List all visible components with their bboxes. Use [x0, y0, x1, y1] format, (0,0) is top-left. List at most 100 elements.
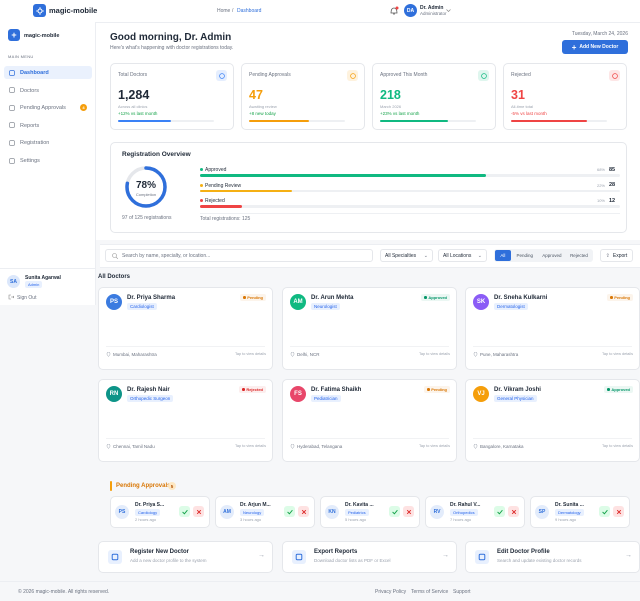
approve-button[interactable] — [389, 506, 400, 517]
greeting-subtitle: Here's what's happening with doctor regi… — [110, 45, 234, 51]
status-dot — [424, 296, 427, 299]
sidebar-user-role: Admin — [25, 281, 43, 288]
caret: ⌄ — [423, 252, 428, 259]
pending-specialty: Orthopedics — [450, 509, 478, 516]
brand[interactable]: magic-mobile — [49, 6, 98, 15]
status-tabs: All Pending Approved Rejected — [494, 249, 593, 262]
footer-link[interactable]: Support — [453, 589, 471, 595]
footer-link[interactable]: Terms of Service — [411, 589, 449, 595]
user-menu-caret[interactable] — [446, 9, 451, 13]
pending-count: 5 — [168, 482, 176, 490]
export-button[interactable]: ⇪ Export — [600, 249, 633, 262]
pending-avatar: PS — [115, 505, 129, 519]
status-dot — [243, 296, 246, 299]
stat-icon-glyph — [480, 72, 487, 79]
doctor-card[interactable] — [98, 287, 273, 370]
stat-trend: +12% vs last month — [118, 111, 158, 116]
action-title: Register New Doctor — [130, 549, 190, 555]
action-card[interactable] — [282, 541, 457, 573]
footer-link[interactable]: Privacy Policy — [375, 589, 407, 595]
stat-icon-glyph — [611, 72, 618, 79]
action-icon-glyph — [478, 553, 486, 561]
action-text: Download doctor lists as PDF or Excel — [314, 558, 391, 563]
user-avatar[interactable]: DA — [404, 4, 417, 17]
doctor-card[interactable] — [282, 287, 457, 370]
status-dot — [242, 388, 245, 391]
row-label: Rejected — [205, 198, 225, 204]
pending-specialty: Neurology — [240, 509, 265, 516]
specialty-select[interactable]: All Specialties ⌄ — [380, 249, 433, 262]
breadcrumb-home[interactable]: Home — [217, 8, 231, 14]
pending-name: Dr. Rahul V... — [450, 502, 481, 508]
doctor-card[interactable] — [98, 379, 273, 462]
location-icon-glyph — [473, 351, 478, 357]
menu-item[interactable]: Registration — [20, 140, 50, 147]
add-doctor-button[interactable]: + Add New Doctor — [562, 40, 628, 54]
menu-item[interactable]: Pending Approvals — [20, 105, 66, 112]
row-bar — [200, 205, 242, 208]
approve-button[interactable] — [599, 506, 610, 517]
stat-trend: +8 new today — [249, 111, 276, 116]
stat-value: 218 — [380, 88, 401, 102]
reject-button[interactable] — [298, 506, 309, 517]
doctor-specialty: General Physician — [494, 395, 537, 402]
approve-button[interactable] — [179, 506, 190, 517]
stat-trend: -5% vs last month — [511, 111, 547, 116]
reject-button[interactable] — [508, 506, 519, 517]
doctor-status: Rejected — [239, 386, 266, 393]
card-divider — [106, 438, 265, 439]
doctor-specialty: Dermatologist — [494, 303, 528, 310]
doctors-title: All Doctors — [98, 274, 131, 280]
doctor-card[interactable] — [465, 287, 640, 370]
menu-icon — [9, 69, 15, 76]
status-dot — [200, 183, 203, 187]
stat-icon-bg — [347, 70, 358, 81]
action-card[interactable] — [98, 541, 273, 573]
action-card[interactable] — [465, 541, 640, 573]
notification-bell[interactable] — [389, 5, 399, 16]
row-share: 22% — [596, 182, 605, 188]
reject-button[interactable] — [193, 506, 204, 517]
location-select[interactable]: All Locations ⌄ — [438, 249, 487, 262]
action-icon-glyph — [295, 553, 303, 561]
doctor-avatar: VJ — [473, 386, 489, 402]
sidebar-logo[interactable]: + — [8, 29, 20, 41]
pending-name: Dr. Sunita ... — [555, 502, 584, 508]
row-count: 28 — [609, 182, 616, 188]
stat-card — [503, 63, 627, 130]
pending-time: 3 hours ago — [240, 517, 262, 522]
approve-button[interactable] — [284, 506, 295, 517]
donut-label: Completion — [135, 192, 157, 197]
menu-item[interactable]: Dashboard — [20, 70, 49, 76]
status-tab[interactable]: Pending — [516, 253, 533, 258]
reject-button[interactable] — [613, 506, 624, 517]
menu-item[interactable]: Settings — [20, 158, 40, 164]
doctor-card[interactable] — [282, 379, 457, 462]
location-icon — [106, 443, 111, 449]
stat-icon-bg — [216, 70, 227, 81]
pending-avatar: SP — [535, 505, 549, 519]
doctor-name: Dr. Rajesh Nair — [127, 387, 170, 393]
status-tab[interactable]: Approved — [542, 253, 562, 258]
logo-icon[interactable] — [33, 4, 46, 17]
search-input[interactable]: Search by name, specialty, or location..… — [105, 249, 373, 262]
stat-note: Across all clinics — [118, 104, 148, 109]
doctor-status: Pending — [607, 294, 633, 301]
stat-icon-glyph — [218, 72, 225, 79]
action-icon-glyph — [111, 553, 119, 561]
check-icon — [286, 509, 293, 515]
menu-item[interactable]: Doctors — [20, 87, 39, 94]
reject-button[interactable] — [403, 506, 414, 517]
action-arrow: → — [258, 552, 265, 559]
approve-button[interactable] — [494, 506, 505, 517]
location-icon — [473, 351, 478, 357]
doctor-card[interactable] — [465, 379, 640, 462]
status-tab[interactable]: All — [495, 250, 511, 261]
breadcrumb-separator: / — [232, 8, 234, 14]
check-icon — [601, 509, 608, 515]
sign-out[interactable]: Sign Out — [17, 295, 37, 301]
menu-item[interactable]: Reports — [20, 122, 40, 129]
doctor-location: Mumbai, Maharashtra — [113, 352, 157, 357]
status-tab[interactable]: Rejected — [570, 253, 588, 258]
sidebar-brand[interactable]: magic-mobile — [24, 33, 60, 39]
